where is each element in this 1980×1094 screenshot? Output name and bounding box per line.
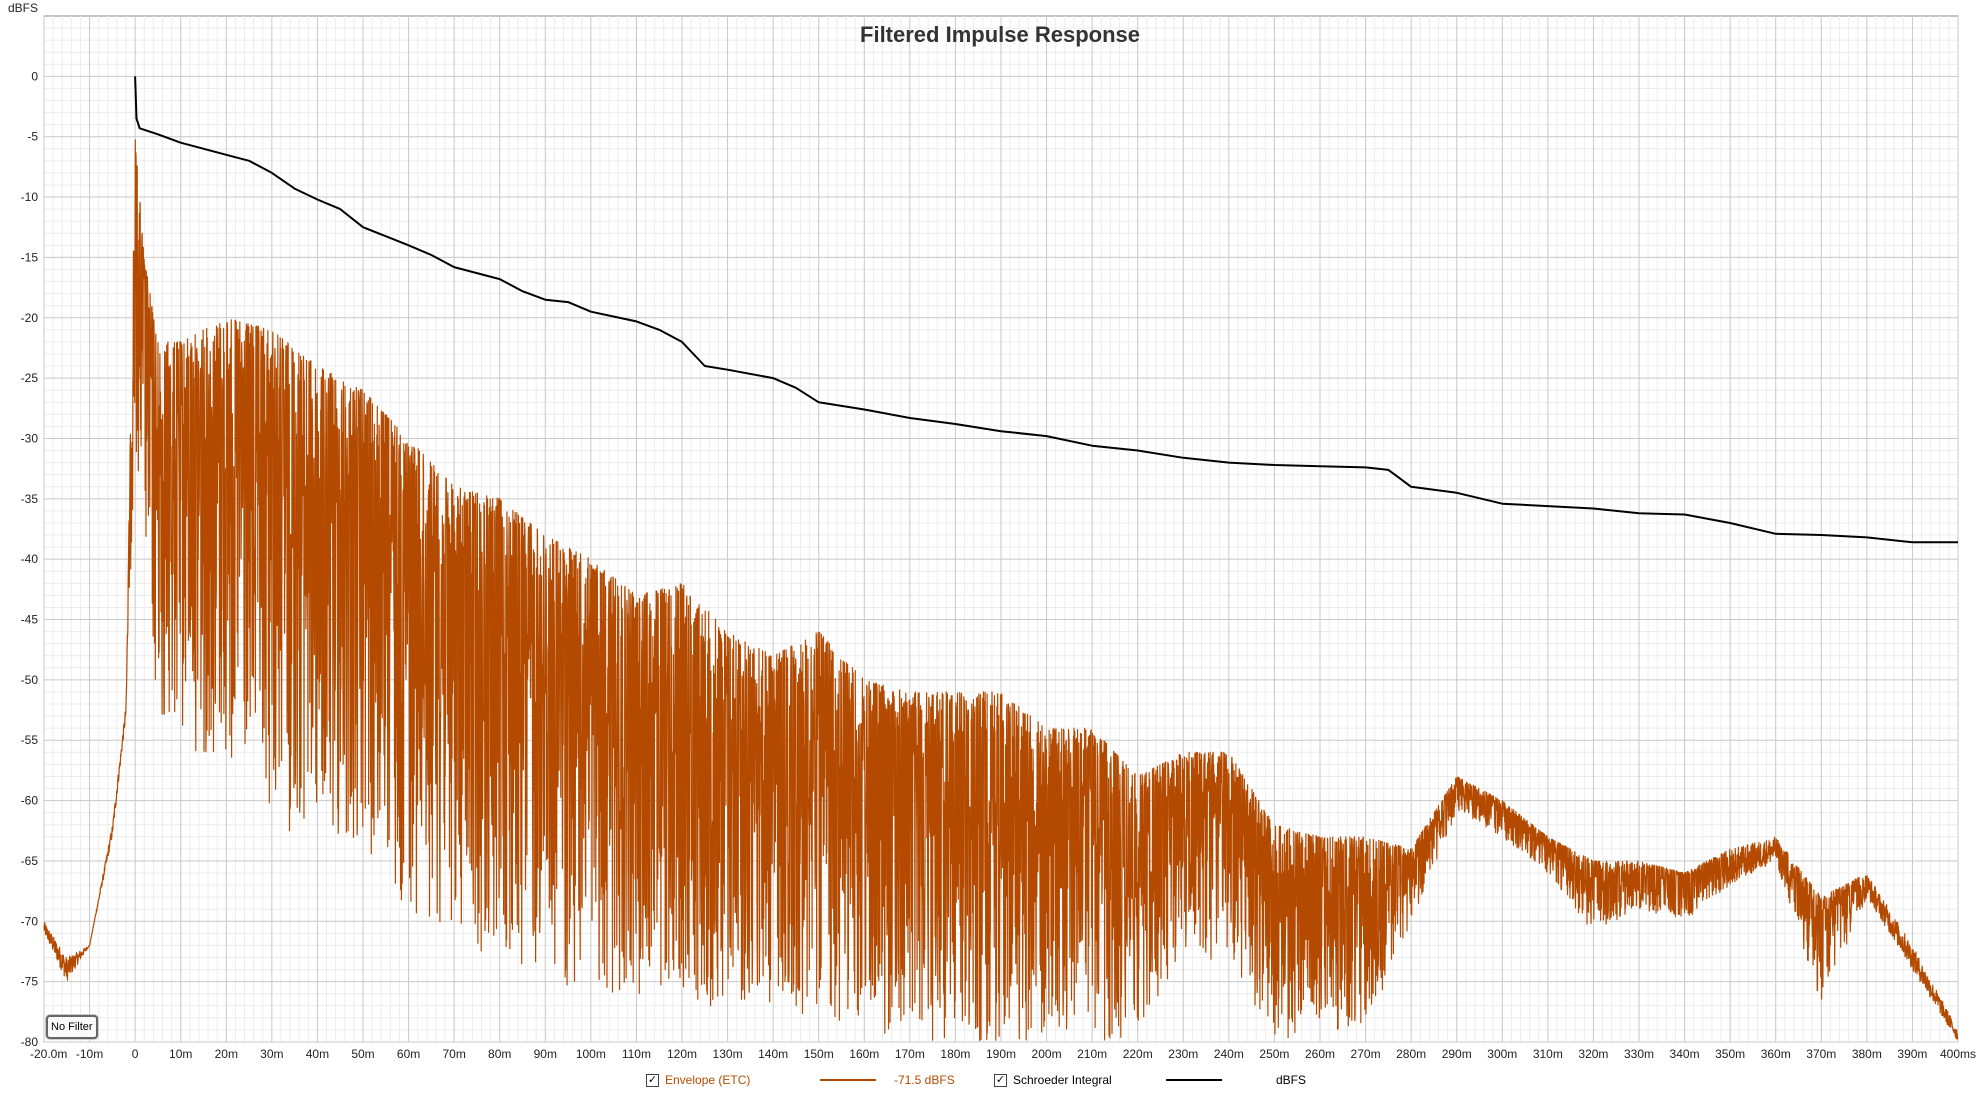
y-tick-label: -35 (21, 492, 39, 506)
x-tick-label: 140m (758, 1047, 788, 1061)
x-tick-label: 60m (397, 1047, 420, 1061)
envelope-readout: -71.5 dBFS (894, 1073, 955, 1087)
y-axis-label: dBFS (8, 1, 38, 15)
y-tick-label: -10 (21, 190, 39, 204)
y-tick-label: -30 (21, 431, 39, 445)
x-tick-label: 180m (940, 1047, 970, 1061)
x-tick-labels: -20.0m -10m 0 10m 20m 30m 40m 50m 60m 70m 80m 90m 10… (30, 1047, 1976, 1061)
x-tick-label: 260m (1305, 1047, 1335, 1061)
x-tick-label: 390m (1897, 1047, 1927, 1061)
x-tick-label: 330m (1624, 1047, 1654, 1061)
legend-item-envelope[interactable]: ✓ Envelope (ETC) (646, 1070, 750, 1090)
y-tick-labels: 0 -5 -10 -15 -20 -25 -30 -35 -40 -45 -50 -55 -60 -65 -… (21, 69, 39, 1049)
y-tick-label: -75 (21, 975, 39, 989)
x-tick-label: 80m (488, 1047, 511, 1061)
legend-label-schroeder: Schroeder Integral (1013, 1073, 1112, 1087)
schroeder-integral-line (134, 76, 1958, 544)
y-tick-label: -45 (21, 613, 39, 627)
x-tick-label: 250m (1259, 1047, 1289, 1061)
y-tick-label: -80 (21, 1035, 39, 1049)
envelope-etc-line (43, 139, 1959, 1042)
y-tick-label: 0 (31, 69, 38, 83)
legend-readout-schroeder: dBFS (1276, 1070, 1306, 1090)
series-layer (43, 76, 1959, 1042)
x-tick-label: 150m (804, 1047, 834, 1061)
legend-readout-envelope: -71.5 dBFS (894, 1070, 955, 1090)
legend-label-envelope: Envelope (ETC) (665, 1073, 751, 1087)
y-tick-label: -25 (21, 371, 39, 385)
x-tick-label: 200m (1032, 1047, 1062, 1061)
x-tick-label: 350m (1715, 1047, 1745, 1061)
x-tick-label: 70m (442, 1047, 465, 1061)
x-tick-label: 310m (1533, 1047, 1563, 1061)
x-tick-label: -20.0m (30, 1047, 67, 1061)
x-tick-label: 190m (986, 1047, 1016, 1061)
x-tick-label: 170m (895, 1047, 925, 1061)
x-tick-label: 290m (1442, 1047, 1472, 1061)
x-tick-label: 160m (849, 1047, 879, 1061)
x-tick-label: 230m (1168, 1047, 1198, 1061)
x-tick-label: 240m (1214, 1047, 1244, 1061)
y-tick-label: -5 (27, 130, 38, 144)
x-tick-label: 110m (622, 1047, 651, 1061)
legend: ✓ Envelope (ETC) -71.5 dBFS ✓ Schroeder … (0, 1070, 1980, 1090)
y-tick-label: -15 (21, 250, 39, 264)
y-tick-label: -70 (21, 914, 39, 928)
x-tick-label: 320m (1578, 1047, 1608, 1061)
x-tick-label: 380m (1852, 1047, 1882, 1061)
x-tick-label: 210m (1077, 1047, 1107, 1061)
x-tick-label: 130m (713, 1047, 743, 1061)
x-tick-label: 360m (1761, 1047, 1791, 1061)
chart-title: Filtered Impulse Response (860, 22, 1140, 47)
x-tick-label: 400ms (1940, 1047, 1976, 1061)
y-tick-label: -40 (21, 552, 39, 566)
y-tick-label: -65 (21, 854, 39, 868)
x-tick-label: 280m (1396, 1047, 1426, 1061)
x-tick-label: 20m (215, 1047, 238, 1061)
legend-swatch-schroeder (1166, 1070, 1222, 1090)
schroeder-readout: dBFS (1276, 1073, 1307, 1087)
envelope-checkbox[interactable]: ✓ (646, 1073, 659, 1087)
x-tick-label: 30m (260, 1047, 283, 1061)
x-tick-label: 270m (1351, 1047, 1381, 1061)
x-tick-label: 220m (1123, 1047, 1153, 1061)
y-tick-label: -20 (21, 311, 39, 325)
x-tick-label: 10m (169, 1047, 192, 1061)
legend-item-schroeder[interactable]: ✓ Schroeder Integral (994, 1070, 1112, 1090)
x-tick-label: -10m (76, 1047, 103, 1061)
x-tick-label: 90m (534, 1047, 557, 1061)
y-tick-label: -60 (21, 794, 39, 808)
x-tick-label: 120m (667, 1047, 697, 1061)
x-tick-label: 50m (351, 1047, 374, 1061)
y-tick-label: -55 (21, 733, 39, 747)
x-tick-label: 370m (1806, 1047, 1836, 1061)
y-tick-label: -50 (21, 673, 39, 687)
x-tick-label: 0 (132, 1047, 139, 1061)
schroeder-checkbox[interactable]: ✓ (994, 1073, 1007, 1087)
no-filter-button[interactable]: No Filter (46, 1015, 98, 1039)
x-tick-label: 340m (1670, 1047, 1700, 1061)
x-tick-label: 40m (306, 1047, 329, 1061)
x-tick-label: 100m (576, 1047, 606, 1061)
x-tick-label: 300m (1487, 1047, 1517, 1061)
legend-swatch-envelope (820, 1070, 876, 1090)
